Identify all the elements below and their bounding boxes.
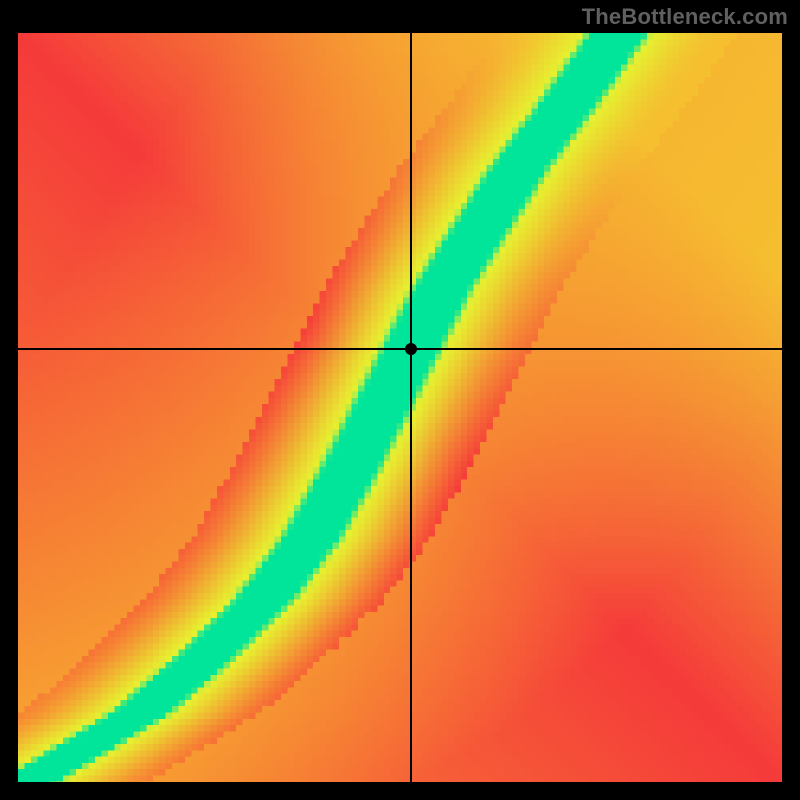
crosshair-horizontal: [18, 348, 782, 350]
watermark-text: TheBottleneck.com: [582, 4, 788, 30]
crosshair-marker-dot: [405, 343, 417, 355]
plot-area: [15, 30, 785, 785]
heatmap-canvas: [18, 33, 785, 785]
crosshair-vertical: [410, 33, 412, 782]
chart-container: TheBottleneck.com: [0, 0, 800, 800]
